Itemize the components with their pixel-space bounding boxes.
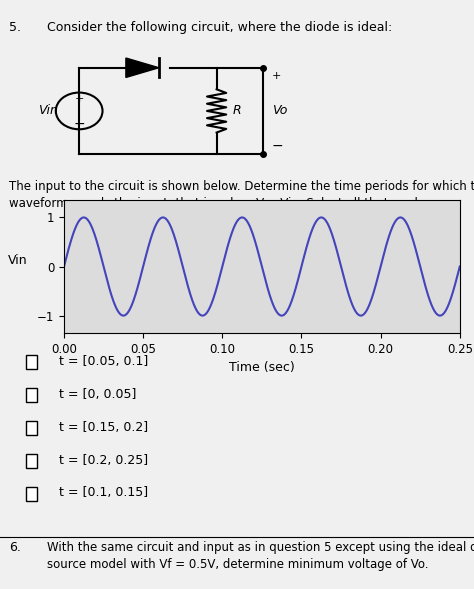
Text: 6.: 6. — [9, 541, 21, 554]
Text: R: R — [233, 104, 242, 117]
X-axis label: Time (sec): Time (sec) — [229, 361, 295, 374]
Bar — [26, 487, 37, 501]
Bar — [26, 454, 37, 468]
Bar — [26, 388, 37, 402]
Bar — [26, 355, 37, 369]
Polygon shape — [126, 58, 159, 78]
Text: Consider the following circuit, where the diode is ideal:: Consider the following circuit, where th… — [47, 21, 392, 34]
Text: t = [0.15, 0.2]: t = [0.15, 0.2] — [59, 421, 148, 434]
Text: t = [0.05, 0.1]: t = [0.05, 0.1] — [59, 355, 148, 368]
Text: −: − — [272, 138, 283, 153]
Text: t = [0.1, 0.15]: t = [0.1, 0.15] — [59, 487, 148, 499]
Text: t = [0, 0.05]: t = [0, 0.05] — [59, 388, 137, 401]
Text: +: + — [272, 71, 281, 81]
Text: Vo: Vo — [272, 104, 287, 117]
Bar — [26, 421, 37, 435]
Text: With the same circuit and input as in question 5 except using the ideal diode pl: With the same circuit and input as in qu… — [47, 541, 474, 571]
Text: t = [0.2, 0.25]: t = [0.2, 0.25] — [59, 454, 148, 466]
Text: +: + — [74, 94, 84, 104]
Y-axis label: Vin: Vin — [8, 253, 27, 267]
Text: −: − — [73, 117, 85, 131]
Text: The input to the circuit is shown below. Determine the time periods for which th: The input to the circuit is shown below.… — [9, 180, 474, 210]
Text: 5.: 5. — [9, 21, 21, 34]
Text: Vin: Vin — [37, 104, 57, 117]
